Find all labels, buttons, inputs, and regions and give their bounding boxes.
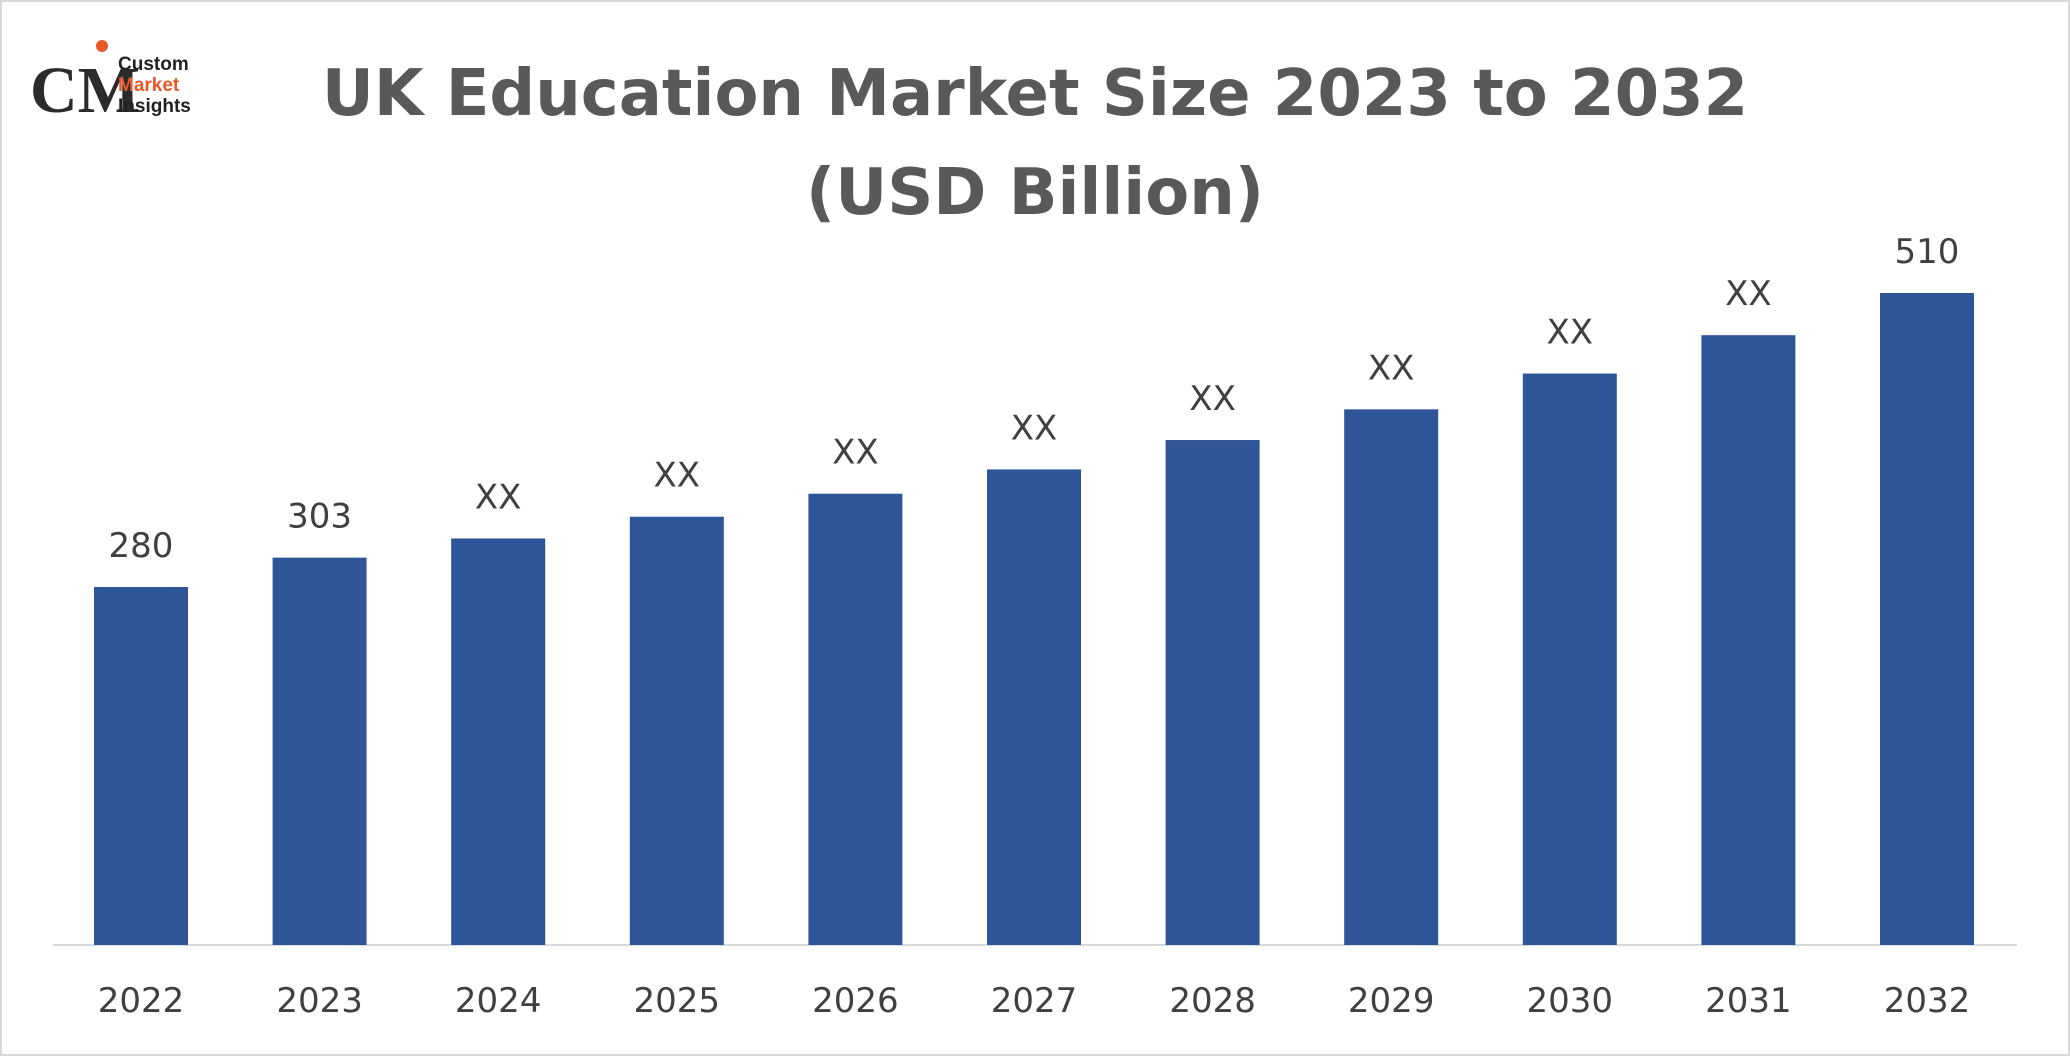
x-tick-label: 2025 [634, 981, 721, 1021]
logo-dot [96, 40, 108, 52]
bar [94, 587, 188, 945]
chart-title: UK Education Market Size 2023 to 2032 (U… [321, 57, 1749, 230]
bar [808, 493, 903, 945]
bar [1522, 373, 1617, 946]
logo: CM Custom Market Insights [30, 40, 191, 127]
data-label: XX [475, 477, 522, 517]
bar [1165, 440, 1260, 945]
bar [1880, 293, 1974, 945]
x-tick-label: 2026 [812, 981, 899, 1021]
bar [1701, 335, 1796, 945]
data-label: XX [1368, 348, 1415, 388]
data-label: 510 [1895, 232, 1960, 272]
logo-text: Market [118, 75, 180, 96]
x-tick-label: 2028 [1169, 981, 1256, 1021]
data-label: XX [1189, 379, 1236, 419]
bar [987, 469, 1081, 945]
bar [451, 538, 546, 945]
bar [629, 516, 724, 945]
data-label: XX [654, 456, 701, 496]
logo-text: Custom [118, 54, 189, 75]
data-label: XX [1547, 313, 1594, 353]
logo-mark: CM [30, 54, 140, 127]
x-tick-label: 2032 [1884, 981, 1971, 1021]
data-label: XX [1725, 274, 1772, 314]
data-label: 280 [109, 526, 174, 566]
x-tick-label: 2023 [276, 981, 363, 1021]
x-tick-label: 2022 [98, 981, 185, 1021]
bar [272, 557, 367, 945]
x-tick-label: 2031 [1705, 981, 1792, 1021]
x-tick-label: 2024 [455, 981, 542, 1021]
x-tick-label: 2029 [1348, 981, 1435, 1021]
x-tick-label: 2030 [1527, 981, 1614, 1021]
logo-text: Insights [118, 96, 191, 117]
data-label: 303 [287, 497, 352, 537]
data-label: XX [1011, 408, 1058, 448]
data-label: XX [832, 433, 879, 473]
bar [1344, 409, 1439, 945]
x-tick-label: 2027 [991, 981, 1078, 1021]
